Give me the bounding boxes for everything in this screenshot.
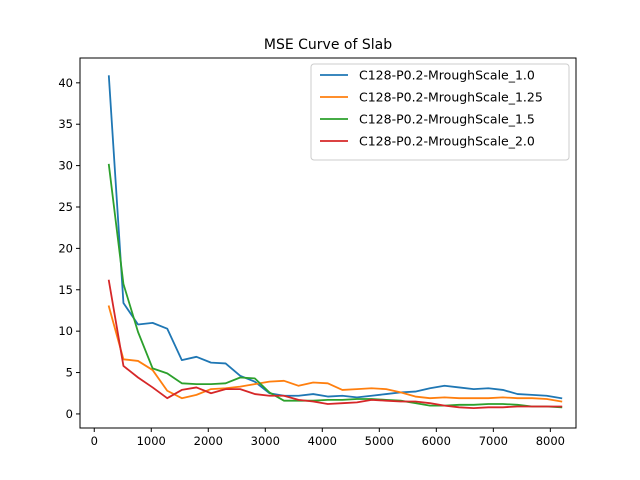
series-lines [107, 75, 563, 410]
y-axis: 0 5 10 15 20 25 30 35 40 [58, 76, 80, 421]
plot-frame [79, 57, 577, 429]
x-tick-label: 4000 [308, 434, 337, 448]
series-line-1 [107, 75, 563, 400]
series-line-2 [107, 305, 563, 403]
y-tick-label: 15 [58, 283, 73, 297]
chart-title: MSE Curve of Slab [264, 37, 392, 53]
y-tick-label: 40 [58, 76, 73, 90]
y-tick-label: 20 [58, 241, 73, 255]
x-tick-label: 5000 [365, 434, 394, 448]
y-tick-label: 30 [58, 159, 73, 173]
legend: C128-P0.2-MroughScale_1.0 C128-P0.2-Mroug… [310, 63, 570, 161]
series-line-3 [107, 163, 563, 409]
y-tick-label: 0 [66, 407, 73, 421]
y-tick-label: 35 [58, 117, 73, 131]
x-tick-label: 1000 [137, 434, 166, 448]
x-axis: 0 1000 2000 3000 4000 5000 6000 7000 8000 [91, 428, 565, 448]
x-tick-label: 2000 [194, 434, 223, 448]
y-tick-label: 5 [66, 366, 73, 380]
legend-label-3: C128-P0.2-MroughScale_1.5 [359, 112, 535, 127]
x-tick-label: 7000 [479, 434, 508, 448]
y-tick-label: 25 [58, 200, 73, 214]
y-tick-label: 10 [58, 324, 73, 338]
x-tick-label: 6000 [422, 434, 451, 448]
series-line-4 [107, 279, 563, 410]
legend-box [310, 63, 570, 161]
x-tick-label: 0 [91, 434, 98, 448]
x-tick-label: 3000 [251, 434, 280, 448]
legend-label-1: C128-P0.2-MroughScale_1.0 [359, 68, 535, 83]
legend-label-2: C128-P0.2-MroughScale_1.25 [359, 90, 543, 105]
x-tick-label: 8000 [536, 434, 565, 448]
legend-label-4: C128-P0.2-MroughScale_2.0 [359, 134, 535, 149]
